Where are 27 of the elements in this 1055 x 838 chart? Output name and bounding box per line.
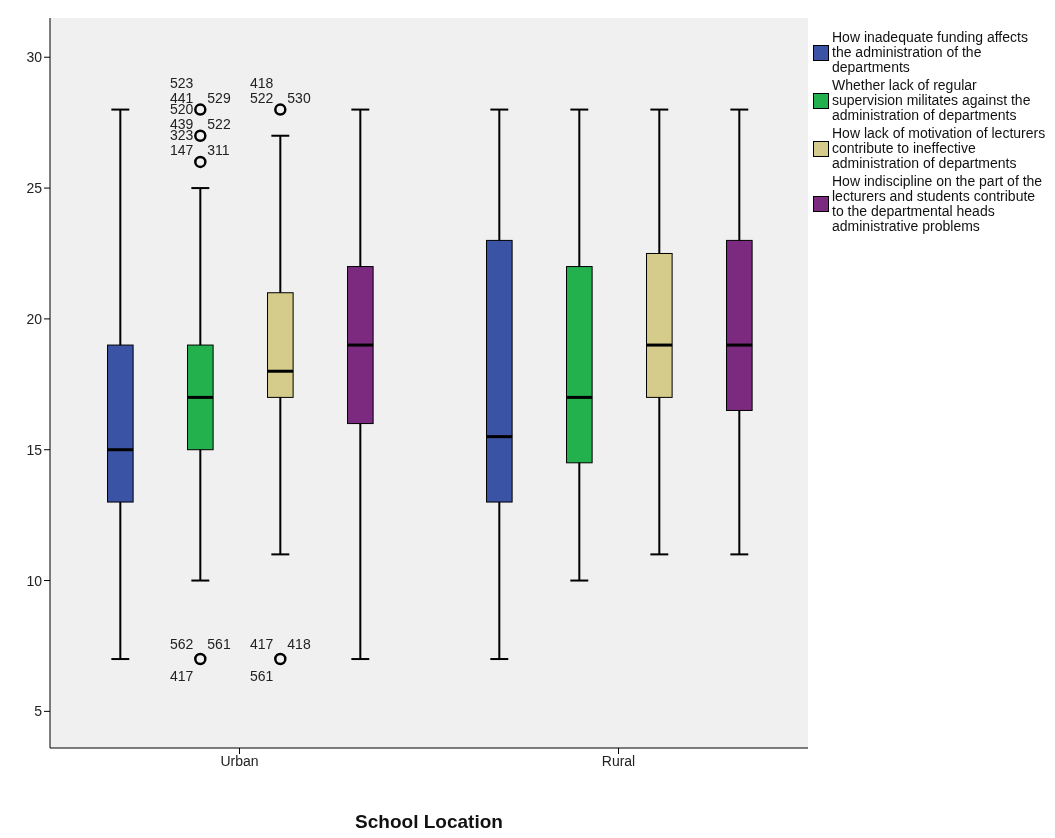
y-tick-label: 15 xyxy=(26,441,43,458)
annotation: 562 xyxy=(169,636,194,653)
legend-label: Whether lack of regular supervision militates against the administration of departments xyxy=(832,77,1032,123)
annotation: 561 xyxy=(249,668,274,685)
legend-label: How indiscipline on the part of the lecturers and students contribute to the departmental heads administrative problems xyxy=(832,173,1044,234)
legend-label: How inadequate funding affects the administration of the departments xyxy=(832,29,1029,75)
y-tick-label: 5 xyxy=(34,703,43,720)
annotation: 147 xyxy=(169,141,194,158)
y-tick-label: 20 xyxy=(26,310,43,327)
legend-label: How lack of motivation of lecturers contribute to ineffective administration of departments xyxy=(832,125,1047,171)
y-tick-label: 30 xyxy=(26,49,43,66)
annotation: 418 xyxy=(249,74,274,91)
annotation: 523 xyxy=(169,74,194,91)
y-tick-label: 25 xyxy=(26,180,43,197)
annotation: 417 xyxy=(249,636,274,653)
x-tick-label: Urban xyxy=(220,752,259,769)
annotation: 561 xyxy=(207,636,231,653)
y-tick-label: 10 xyxy=(26,572,43,589)
annotation: 529 xyxy=(207,89,231,106)
annotation: 311 xyxy=(207,141,230,158)
x-tick-label: Rural xyxy=(601,752,636,769)
annotation: 522 xyxy=(249,89,274,106)
x-axis-title: School Location xyxy=(355,811,503,832)
annotation: 418 xyxy=(287,636,311,653)
annotation: 530 xyxy=(287,89,311,106)
annotation: 417 xyxy=(169,668,194,685)
annotation: 522 xyxy=(207,115,231,132)
